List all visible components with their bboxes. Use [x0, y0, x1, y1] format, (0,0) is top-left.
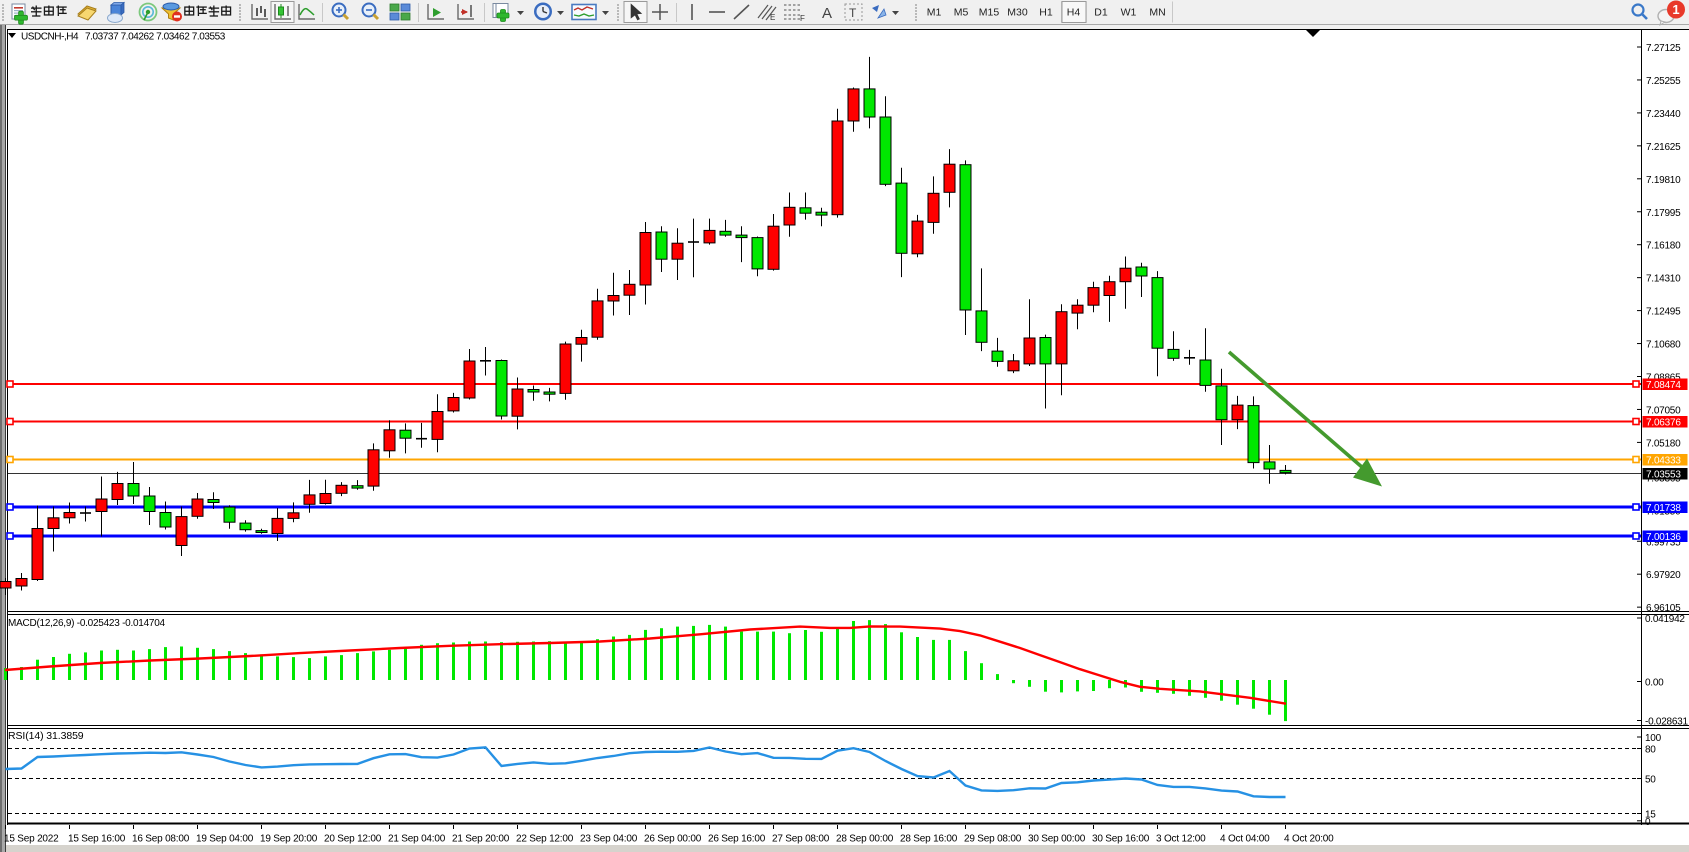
svg-text:26 Sep 00:00: 26 Sep 00:00	[644, 834, 702, 845]
svg-text:D1: D1	[1094, 7, 1108, 19]
svg-text:M1: M1	[927, 7, 942, 19]
svg-text:7.23440: 7.23440	[1646, 109, 1681, 120]
svg-text:7.21625: 7.21625	[1646, 142, 1681, 153]
svg-text:3 Oct 12:00: 3 Oct 12:00	[1156, 834, 1206, 845]
svg-text:16 Sep 08:00: 16 Sep 08:00	[132, 834, 190, 845]
svg-text:MN: MN	[1149, 7, 1165, 19]
svg-text:7.12495: 7.12495	[1646, 307, 1681, 318]
svg-text:7.07050: 7.07050	[1646, 405, 1681, 416]
svg-text:-0.028631: -0.028631	[1645, 717, 1688, 728]
svg-text:15 Sep 16:00: 15 Sep 16:00	[68, 834, 126, 845]
svg-text:F: F	[800, 14, 805, 23]
svg-text:4 Oct 20:00: 4 Oct 20:00	[1284, 834, 1334, 845]
svg-text:0: 0	[1645, 817, 1651, 828]
svg-text:6.99735: 6.99735	[1646, 537, 1681, 548]
svg-text:23 Sep 04:00: 23 Sep 04:00	[580, 834, 638, 845]
svg-text:W1: W1	[1121, 7, 1137, 19]
svg-text:7.14310: 7.14310	[1646, 274, 1681, 285]
svg-text:15 Sep 2022: 15 Sep 2022	[4, 834, 59, 845]
svg-text:7.06376: 7.06376	[1646, 418, 1681, 429]
svg-text:H1: H1	[1039, 7, 1053, 19]
svg-text:M30: M30	[1007, 7, 1028, 19]
svg-text:4 Oct 04:00: 4 Oct 04:00	[1220, 834, 1270, 845]
svg-text:0.041942: 0.041942	[1645, 614, 1685, 625]
svg-text:7.05180: 7.05180	[1646, 438, 1681, 449]
svg-text:20 Sep 12:00: 20 Sep 12:00	[324, 834, 382, 845]
svg-text:7.08865: 7.08865	[1646, 373, 1681, 384]
svg-text:7.03737 7.04262 7.03462 7.0355: 7.03737 7.04262 7.03462 7.03553	[85, 32, 226, 43]
svg-text:E: E	[770, 13, 775, 22]
svg-text:MACD(12,26,9) -0.025423 -0.014: MACD(12,26,9) -0.025423 -0.014704	[8, 618, 166, 629]
svg-text:28 Sep 00:00: 28 Sep 00:00	[836, 834, 894, 845]
svg-text:19 Sep 20:00: 19 Sep 20:00	[260, 834, 318, 845]
svg-text:7.16180: 7.16180	[1646, 241, 1681, 252]
svg-text:30 Sep 16:00: 30 Sep 16:00	[1092, 834, 1150, 845]
svg-text:27 Sep 08:00: 27 Sep 08:00	[772, 834, 830, 845]
svg-text:21 Sep 20:00: 21 Sep 20:00	[452, 834, 510, 845]
svg-text:A: A	[822, 5, 832, 22]
svg-text:28 Sep 16:00: 28 Sep 16:00	[900, 834, 958, 845]
svg-text:22 Sep 12:00: 22 Sep 12:00	[516, 834, 574, 845]
svg-text:29 Sep 08:00: 29 Sep 08:00	[964, 834, 1022, 845]
svg-text:15: 15	[1645, 810, 1656, 821]
svg-text:21 Sep 04:00: 21 Sep 04:00	[388, 834, 446, 845]
svg-text:50: 50	[1645, 775, 1656, 786]
svg-text:7.27125: 7.27125	[1646, 43, 1681, 54]
svg-text:6.96105: 6.96105	[1646, 603, 1681, 614]
svg-text:RSI(14) 31.3859: RSI(14) 31.3859	[8, 730, 84, 742]
svg-text:H4: H4	[1067, 7, 1081, 19]
svg-text:M5: M5	[954, 7, 969, 19]
svg-text:7.08474: 7.08474	[1646, 380, 1681, 391]
svg-text:80: 80	[1645, 745, 1656, 756]
svg-text:T: T	[849, 6, 857, 20]
svg-text:19 Sep 04:00: 19 Sep 04:00	[196, 834, 254, 845]
svg-text:7.03553: 7.03553	[1646, 470, 1681, 481]
svg-text:0.00: 0.00	[1645, 678, 1664, 689]
svg-text:USDCNH-,H4: USDCNH-,H4	[21, 32, 79, 43]
svg-text:1: 1	[1672, 2, 1679, 17]
svg-text:100: 100	[1645, 733, 1662, 744]
svg-text:7.04333: 7.04333	[1646, 456, 1681, 467]
svg-text:7.19810: 7.19810	[1646, 175, 1681, 186]
svg-text:7.00136: 7.00136	[1646, 532, 1681, 543]
svg-text:26 Sep 16:00: 26 Sep 16:00	[708, 834, 766, 845]
svg-text:M15: M15	[979, 7, 1000, 19]
svg-text:7.25255: 7.25255	[1646, 76, 1681, 87]
svg-text:30 Sep 00:00: 30 Sep 00:00	[1028, 834, 1086, 845]
svg-text:7.10680: 7.10680	[1646, 340, 1681, 351]
svg-text:7.17995: 7.17995	[1646, 208, 1681, 219]
svg-text:6.97920: 6.97920	[1646, 570, 1681, 581]
svg-text:7.01738: 7.01738	[1646, 503, 1681, 514]
